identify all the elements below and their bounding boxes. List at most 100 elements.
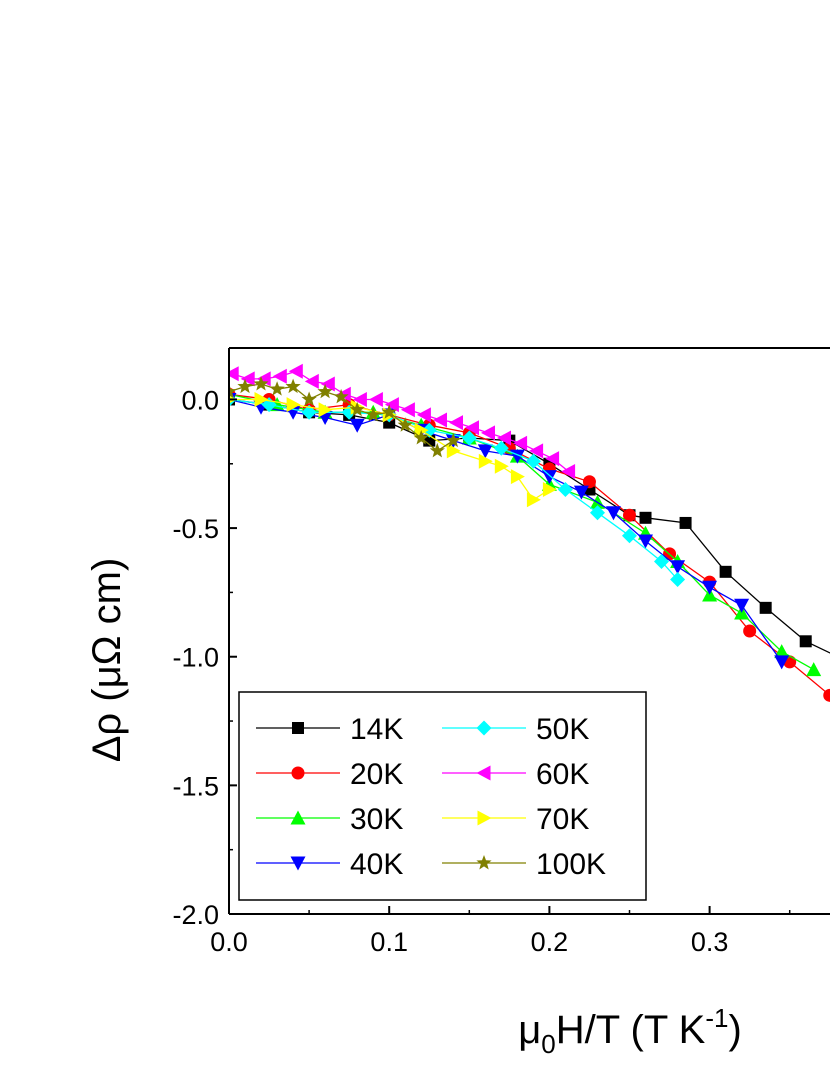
legend-item-100k: 100K — [442, 848, 606, 881]
data-point-40k — [606, 506, 621, 521]
legend-marker — [291, 766, 305, 780]
data-point-60k — [352, 392, 367, 407]
data-point-100k — [365, 406, 381, 422]
data-point-60k — [320, 376, 335, 392]
legend-item-70k: 70K — [442, 803, 589, 836]
data-point-100k — [429, 442, 445, 458]
data-point-40k — [734, 598, 750, 613]
legend-label: 50K — [536, 713, 589, 746]
data-point-30k — [806, 662, 822, 677]
data-point-100k — [397, 417, 413, 432]
plot-area — [229, 363, 830, 702]
data-point-100k — [333, 388, 349, 404]
data-point-60k — [545, 451, 560, 467]
data-point-100k — [269, 381, 285, 396]
data-point-100k — [317, 383, 333, 399]
data-point-60k — [497, 430, 511, 446]
data-point-60k — [513, 435, 528, 451]
data-point-70k — [494, 458, 509, 474]
data-point-60k — [416, 407, 431, 423]
data-point-40k — [774, 655, 790, 670]
data-point-70k — [542, 482, 557, 497]
legend-marker — [476, 855, 492, 870]
data-point-50k — [301, 404, 317, 420]
legend-label: 30K — [350, 803, 403, 836]
data-point-60k — [304, 373, 319, 389]
data-point-40k — [541, 470, 557, 485]
data-point-60k — [384, 397, 399, 413]
data-point-50k — [654, 554, 669, 569]
data-point-60k — [368, 392, 383, 407]
data-point-60k — [256, 371, 271, 387]
data-point-50k — [590, 505, 605, 521]
data-point-14k — [719, 565, 732, 578]
series-14k — [229, 393, 830, 654]
series-30k — [229, 386, 822, 677]
y-tick-label: -0.5 — [172, 514, 219, 544]
data-point-60k — [449, 415, 463, 431]
data-point-100k — [237, 378, 253, 394]
data-point-50k — [525, 453, 541, 469]
legend-label: 100K — [536, 848, 606, 881]
data-point-40k — [477, 444, 493, 459]
data-point-60k — [229, 366, 239, 382]
y-tick-label: -1.5 — [172, 771, 219, 801]
data-point-14k — [759, 601, 772, 614]
data-point-14k — [799, 635, 812, 648]
legend-label: 14K — [350, 713, 403, 746]
series-line-60k — [231, 370, 570, 473]
data-point-60k — [288, 363, 303, 379]
data-point-20k — [582, 475, 596, 489]
x-tick-label: 0.3 — [691, 927, 729, 957]
data-point-70k — [414, 422, 429, 438]
data-point-50k — [670, 572, 686, 587]
legend: 14K 20K 30K 40K 50K 60K 70K 100K — [238, 691, 647, 901]
data-point-70k — [254, 392, 269, 407]
data-point-70k — [318, 402, 333, 418]
series-line-20k — [229, 393, 830, 696]
y-tick-label: 0.0 — [181, 385, 219, 415]
data-point-60k — [561, 464, 576, 479]
data-point-100k — [445, 432, 461, 448]
data-point-60k — [400, 402, 415, 418]
x-axis-title: μ0H/T (T K-1) — [518, 1003, 742, 1059]
legend-item-20k: 20K — [256, 758, 403, 791]
data-point-30k — [774, 644, 790, 659]
data-point-100k — [301, 391, 317, 406]
data-point-100k — [349, 401, 365, 417]
data-point-70k — [446, 443, 461, 459]
data-point-40k — [349, 418, 365, 433]
data-point-60k — [240, 371, 255, 387]
legend-marker — [476, 765, 491, 781]
data-point-100k — [285, 378, 301, 394]
series-100k — [229, 376, 461, 458]
legend-item-14k: 14K — [256, 713, 403, 746]
legend-label: 70K — [536, 803, 589, 836]
data-point-14k — [639, 511, 652, 524]
legend-marker — [477, 810, 492, 826]
axis-ticks — [228, 398, 791, 915]
data-point-50k — [557, 482, 573, 497]
data-point-100k — [229, 383, 237, 399]
x-axis-title-main: H/T (T K — [556, 1008, 706, 1052]
legend-label: 20K — [350, 758, 403, 791]
data-point-70k — [286, 397, 301, 413]
data-point-20k — [743, 624, 757, 638]
y-tick-label: -1.0 — [172, 643, 219, 673]
legend-item-50k: 50K — [442, 713, 589, 746]
data-point-50k — [493, 440, 509, 456]
data-point-40k — [573, 485, 589, 500]
y-tick-label: -2.0 — [172, 900, 219, 930]
data-point-70k — [478, 453, 493, 469]
y-axis-title: Δρ (μΩ cm) — [85, 558, 129, 763]
legend-box — [238, 691, 647, 901]
data-point-20k — [823, 688, 830, 702]
x-tick-label: 0.1 — [370, 927, 408, 957]
x-axis-title-close: ) — [728, 1008, 741, 1052]
data-point-40k — [670, 560, 686, 575]
data-point-100k — [253, 376, 269, 391]
data-point-70k — [526, 492, 541, 508]
legend-item-40k: 40K — [256, 848, 403, 881]
data-point-20k — [623, 508, 636, 522]
